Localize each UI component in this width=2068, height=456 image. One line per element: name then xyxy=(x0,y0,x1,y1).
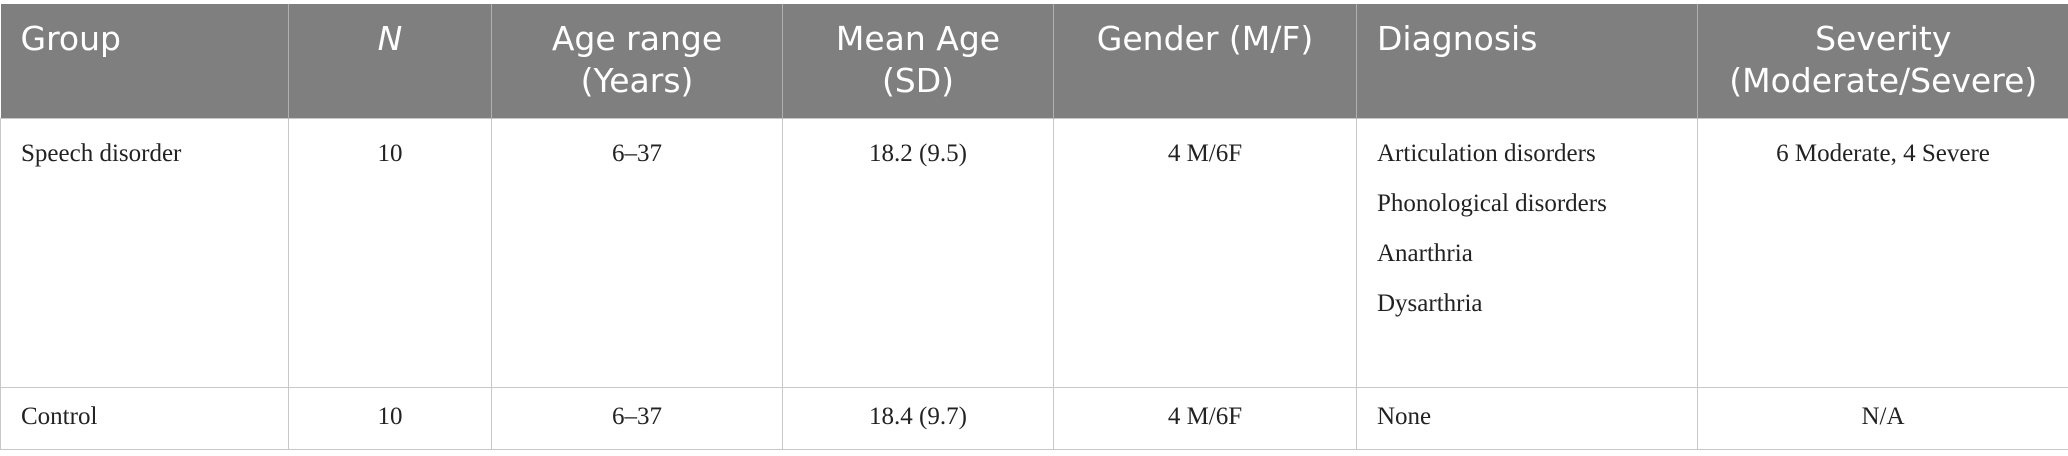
table-cell: 6 Moderate, 4 Severe xyxy=(1697,117,2068,388)
header-cell: Age range (Years) xyxy=(491,4,783,118)
table-cell: Articulation disorders Phonological diso… xyxy=(1356,117,1698,388)
table-cell: Speech disorder xyxy=(0,117,289,388)
table-cell: 6–37 xyxy=(491,117,783,388)
table-cell: None xyxy=(1356,386,1698,450)
diagnosis-item: None xyxy=(1377,402,1432,430)
header-cell: Group xyxy=(0,4,289,118)
table-cell: N/A xyxy=(1697,386,2068,450)
table-row: Control 10 6–37 18.4 (9.7) 4 M/6F None N/A xyxy=(0,386,2068,450)
diagnosis-item: Dysarthria xyxy=(1377,289,1483,317)
table-row: Speech disorder 10 6–37 18.2 (9.5) 4 M/6F Art… xyxy=(0,117,2068,388)
table-body: Speech disorder 10 6–37 18.2 (9.5) 4 M/6F Art… xyxy=(0,117,2068,450)
table-cell: 4 M/6F xyxy=(1053,117,1357,388)
header-row: Group N Age range (Years) Mean Age (SD) Gend… xyxy=(0,4,2068,118)
table-cell: 4 M/6F xyxy=(1053,386,1357,450)
data-table: Group N Age range (Years) Mean Age (SD) Gend… xyxy=(0,4,2068,450)
diagnosis-item: Anarthria xyxy=(1377,239,1473,267)
table-cell: 10 xyxy=(288,386,492,450)
table-cell: 18.2 (9.5) xyxy=(782,117,1054,388)
header-cell: Diagnosis xyxy=(1356,4,1698,118)
diagnosis-item: Articulation disorders Phonological diso… xyxy=(1377,139,1607,217)
table-cell: 10 xyxy=(288,117,492,388)
header-cell: Severity (Moderate/Severe) xyxy=(1697,4,2068,118)
table-cell: 18.4 (9.7) xyxy=(782,386,1054,450)
table-cell: Control xyxy=(0,386,289,450)
header-cell: Gender (M/F) xyxy=(1053,4,1357,118)
header-cell: Mean Age (SD) xyxy=(782,4,1054,118)
header-cell: N xyxy=(288,4,492,118)
table-cell: 6–37 xyxy=(491,386,783,450)
